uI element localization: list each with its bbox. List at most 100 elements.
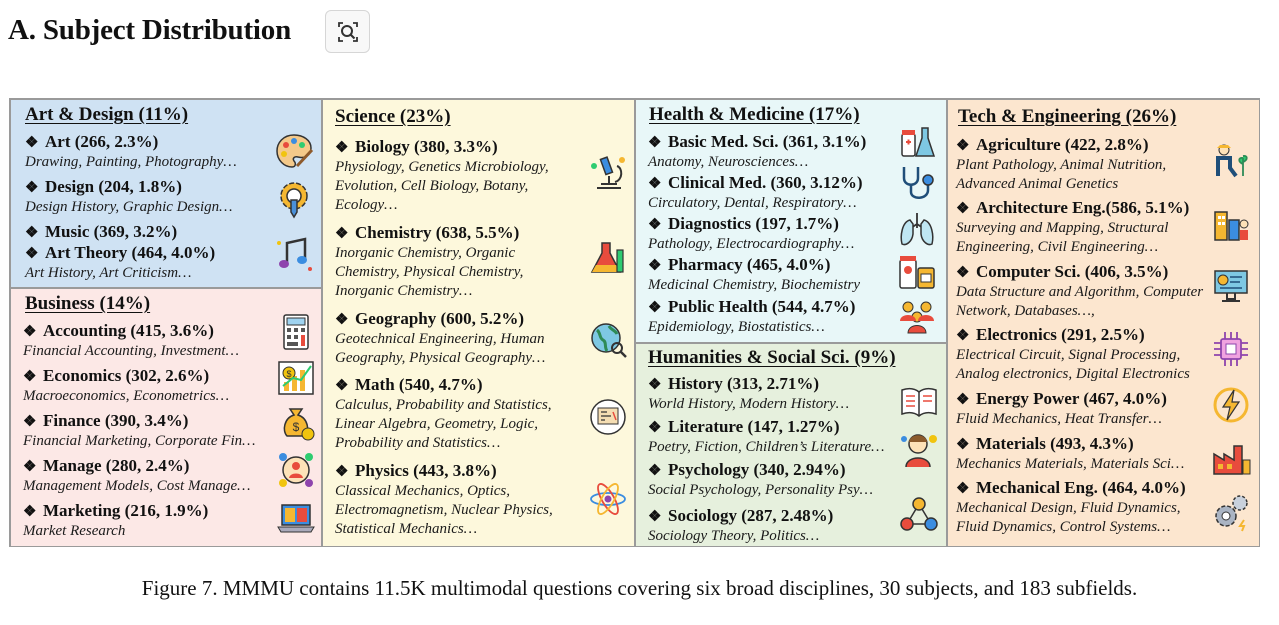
subject-item: ❖ Manage (280, 2.4%) Management Models, C… xyxy=(23,456,251,494)
subject-name: Art Theory (464, 4.0%) xyxy=(45,243,216,262)
subject-name: Architecture Eng.(586, 5.1%) xyxy=(976,198,1190,217)
subject-name: Manage (280, 2.4%) xyxy=(43,456,190,475)
panel-title: Business (14%) xyxy=(25,293,151,314)
subject-name: Economics (302, 2.6%) xyxy=(43,366,210,385)
subject-subfields: Epidemiology, Biostatistics… xyxy=(648,319,825,335)
subject-name: Physics (443, 3.8%) xyxy=(355,461,497,480)
subject-item: ❖ Energy Power (467, 4.0%) Fluid Mechanic… xyxy=(956,389,1206,429)
subject-item: ❖ Sociology (287, 2.48%) Sociology Theory… xyxy=(648,506,834,544)
microscope-icon xyxy=(591,156,625,189)
subject-subfields: Art History, Art Criticism… xyxy=(25,265,192,281)
search-icon xyxy=(337,21,358,42)
subject-subfields: Sociology Theory, Politics… xyxy=(648,528,820,544)
subject-name: Sociology (287, 2.48%) xyxy=(668,506,834,525)
subject-name: Music (369, 3.2%) xyxy=(45,222,178,241)
subject-subfields: Electrical Circuit, Signal Processing, A… xyxy=(956,347,1190,382)
panel-title: Humanities & Social Sci. (9%) xyxy=(648,347,896,368)
subject-item: ❖ Art Theory (464, 4.0%) Art History, Art… xyxy=(25,243,216,281)
subject-subfields: Macroeconomics, Econometrics… xyxy=(23,388,230,404)
subject-name: Mechanical Eng. (464, 4.0%) xyxy=(976,478,1186,497)
subject-name: Chemistry (638, 5.5%) xyxy=(355,223,520,242)
subject-subfields: Medicinal Chemistry, Biochemistry xyxy=(648,277,861,293)
subject-subfields: Calculus, Probability and Statistics, Li… xyxy=(335,397,552,451)
panel-art-design: Art & Design (11%) ❖ Art (266, 2.3%) Draw… xyxy=(10,99,322,288)
subject-subfields: Mechanics Materials, Materials Sci… xyxy=(956,456,1185,472)
subject-subfields: Market Research xyxy=(23,523,126,539)
calculator-icon xyxy=(283,314,309,350)
laptop-marketing-icon xyxy=(277,504,315,533)
buildings-icon xyxy=(1214,211,1249,241)
subject-item: ❖ Materials (493, 4.3%) Mechanics Materia… xyxy=(956,434,1206,474)
subject-subfields: Surveying and Mapping, Structural Engine… xyxy=(956,220,1169,255)
subject-name: Art (266, 2.3%) xyxy=(45,132,159,151)
section-heading: A. Subject Distribution xyxy=(8,14,292,46)
subject-name: Materials (493, 4.3%) xyxy=(976,434,1134,453)
subject-item: ❖ Clinical Med. (360, 3.12%) Circulatory,… xyxy=(648,173,863,211)
subject-item: ❖ Geography (600, 5.2%) Geotechnical Engi… xyxy=(335,309,570,368)
subject-item: ❖ Music (369, 3.2%) xyxy=(25,222,178,241)
lungs-icon xyxy=(900,213,934,246)
subject-name: Psychology (340, 2.94%) xyxy=(668,460,846,479)
subject-name: Electronics (291, 2.5%) xyxy=(976,325,1145,344)
subject-name: History (313, 2.71%) xyxy=(668,374,820,393)
subject-item: ❖ Design (204, 1.8%) Design History, Grap… xyxy=(25,177,233,215)
subject-item: ❖ Mechanical Eng. (464, 4.0%) Mechanical … xyxy=(956,478,1206,537)
svg-text:$: $ xyxy=(286,369,291,379)
book-icon xyxy=(901,387,937,417)
subject-subfields: Plant Pathology, Animal Nutrition, Advan… xyxy=(956,157,1167,192)
subject-item: ❖ Pharmacy (465, 4.0%) Medicinal Chemistr… xyxy=(648,255,861,293)
subject-subfields: Drawing, Painting, Photography… xyxy=(25,154,237,170)
palette-icon xyxy=(276,134,314,168)
network-people-icon xyxy=(900,497,938,531)
medicine-icon xyxy=(899,256,935,289)
gear-pen-icon xyxy=(280,182,308,219)
panel-science: Science (23%) ❖ Biology (380, 3.3%) Physi… xyxy=(322,99,635,547)
subject-subfields: Anatomy, Neurosciences… xyxy=(648,154,809,170)
subject-name: Geography (600, 5.2%) xyxy=(355,309,525,328)
subject-name: Public Health (544, 4.7%) xyxy=(668,297,856,316)
subject-item: ❖ Architecture Eng.(586, 5.1%) Surveying … xyxy=(956,198,1206,257)
manager-icon xyxy=(279,453,313,487)
subject-subfields: Data Structure and Algorithm, Computer N… xyxy=(956,284,1204,319)
math-board-icon xyxy=(590,399,626,435)
subject-name: Agriculture (422, 2.8%) xyxy=(976,135,1149,154)
panel-title: Art & Design (11%) xyxy=(25,104,189,125)
panel-title: Science (23%) xyxy=(335,106,451,127)
subject-item: ❖ Public Health (544, 4.7%) Epidemiology,… xyxy=(648,297,856,335)
subject-subfields: Physiology, Genetics Microbiology, Evolu… xyxy=(335,159,549,213)
zoom-button[interactable] xyxy=(325,10,370,53)
subject-subfields: Mechanical Design, Fluid Dynamics, Fluid… xyxy=(956,500,1181,535)
subject-name: Literature (147, 1.27%) xyxy=(668,417,840,436)
subject-item: ❖ Diagnostics (197, 1.7%) Pathology, Elec… xyxy=(648,214,855,252)
subject-subfields: Financial Marketing, Corporate Fin… xyxy=(23,433,256,449)
subject-item: ❖ Electronics (291, 2.5%) Electrical Circ… xyxy=(956,325,1206,384)
monitor-icon xyxy=(1214,270,1248,302)
subject-subfields: Design History, Graphic Design… xyxy=(25,199,233,215)
subject-name: Accounting (415, 3.6%) xyxy=(43,321,214,340)
subject-name: Marketing (216, 1.9%) xyxy=(43,501,209,520)
gears-icon xyxy=(1215,495,1248,532)
factory-icon xyxy=(1213,445,1251,475)
subject-distribution-figure: Art & Design (11%) ❖ Art (266, 2.3%) Draw… xyxy=(9,98,1260,547)
subject-subfields: Fluid Mechanics, Heat Transfer… xyxy=(956,411,1162,427)
subject-name: Basic Med. Sci. (361, 3.1%) xyxy=(668,132,867,151)
subject-subfields: Social Psychology, Personality Psy… xyxy=(648,482,873,498)
people-icon xyxy=(900,301,934,334)
subject-item: ❖ Math (540, 4.7%) Calculus, Probability … xyxy=(335,375,570,453)
subject-name: Finance (390, 3.4%) xyxy=(43,411,189,430)
subject-item: ❖ History (313, 2.71%) World History, Mod… xyxy=(648,374,850,412)
subject-item: ❖ Marketing (216, 1.9%) Market Research xyxy=(23,501,209,539)
subject-subfields: Circulatory, Dental, Respiratory… xyxy=(648,195,857,211)
panel-business: Business (14%) ❖ Accounting (415, 3.6%) F… xyxy=(10,288,322,547)
subject-item: ❖ Chemistry (638, 5.5%) Inorganic Chemist… xyxy=(335,223,570,301)
svg-text:$: $ xyxy=(293,420,300,434)
figure-caption: Figure 7. MMMU contains 11.5K multimodal… xyxy=(141,576,1138,600)
subject-name: Computer Sci. (406, 3.5%) xyxy=(976,262,1169,281)
subject-item: ❖ Finance (390, 3.4%) Financial Marketing… xyxy=(23,411,256,449)
music-notes-icon xyxy=(277,237,312,271)
globe-icon xyxy=(591,323,627,358)
subject-name: Biology (380, 3.3%) xyxy=(355,137,498,156)
subject-item: ❖ Biology (380, 3.3%) Physiology, Genetic… xyxy=(335,137,570,215)
money-bag-icon: $ xyxy=(283,408,315,441)
subject-name: Diagnostics (197, 1.7%) xyxy=(668,214,839,233)
